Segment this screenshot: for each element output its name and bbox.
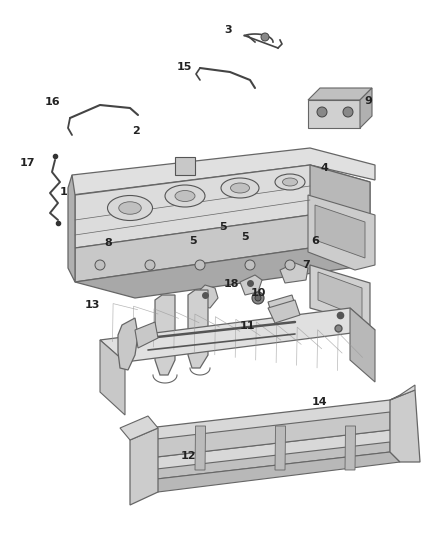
Polygon shape	[240, 275, 262, 295]
Circle shape	[195, 260, 205, 270]
Ellipse shape	[230, 183, 250, 193]
Polygon shape	[350, 308, 375, 382]
Polygon shape	[315, 205, 365, 258]
Polygon shape	[318, 272, 362, 318]
Polygon shape	[75, 165, 370, 248]
Text: 5: 5	[189, 236, 197, 246]
Text: 17: 17	[19, 158, 35, 167]
Text: 3: 3	[224, 26, 232, 35]
Circle shape	[343, 107, 353, 117]
Polygon shape	[75, 248, 370, 298]
Circle shape	[285, 260, 295, 270]
Text: 5: 5	[241, 232, 249, 242]
Polygon shape	[148, 400, 400, 440]
Text: 4: 4	[320, 163, 328, 173]
Polygon shape	[345, 426, 356, 470]
Polygon shape	[268, 300, 300, 323]
Polygon shape	[72, 148, 375, 195]
Polygon shape	[130, 428, 158, 505]
Polygon shape	[100, 340, 125, 415]
Polygon shape	[390, 385, 415, 400]
Ellipse shape	[119, 202, 141, 214]
Polygon shape	[280, 263, 308, 283]
Polygon shape	[148, 452, 400, 492]
Polygon shape	[310, 265, 370, 325]
Text: 18: 18	[223, 279, 239, 288]
Ellipse shape	[165, 185, 205, 207]
Text: 8: 8	[105, 238, 113, 247]
Polygon shape	[118, 318, 138, 370]
Circle shape	[317, 107, 327, 117]
Text: 10: 10	[251, 288, 266, 298]
Circle shape	[145, 260, 155, 270]
Text: 15: 15	[176, 62, 192, 71]
Text: 9: 9	[364, 96, 372, 106]
Polygon shape	[308, 100, 360, 128]
Text: 16: 16	[45, 98, 60, 107]
Text: 5: 5	[219, 222, 227, 231]
Ellipse shape	[275, 174, 305, 190]
Polygon shape	[148, 430, 400, 470]
Ellipse shape	[283, 178, 297, 186]
Polygon shape	[308, 195, 375, 270]
Circle shape	[95, 260, 105, 270]
Circle shape	[245, 260, 255, 270]
Text: 1: 1	[60, 187, 67, 197]
Polygon shape	[268, 295, 296, 315]
Polygon shape	[155, 295, 175, 375]
Bar	[175, 157, 195, 175]
Polygon shape	[68, 175, 75, 282]
Polygon shape	[195, 285, 218, 308]
Polygon shape	[120, 416, 158, 440]
Ellipse shape	[107, 196, 152, 221]
Polygon shape	[100, 308, 375, 362]
Circle shape	[261, 33, 269, 41]
Polygon shape	[310, 165, 370, 265]
Polygon shape	[275, 426, 286, 470]
Ellipse shape	[221, 178, 259, 198]
Polygon shape	[360, 88, 372, 128]
Text: 13: 13	[84, 300, 100, 310]
Text: 2: 2	[132, 126, 140, 135]
Polygon shape	[308, 88, 372, 100]
Text: 14: 14	[312, 398, 328, 407]
Polygon shape	[148, 442, 390, 480]
Polygon shape	[148, 412, 390, 458]
Polygon shape	[390, 390, 420, 462]
Text: 12: 12	[180, 451, 196, 461]
Polygon shape	[75, 215, 310, 282]
Polygon shape	[135, 322, 158, 348]
Text: 11: 11	[240, 321, 255, 331]
Text: 6: 6	[311, 236, 319, 246]
Ellipse shape	[175, 190, 195, 201]
Circle shape	[255, 295, 261, 301]
Polygon shape	[188, 290, 208, 368]
Polygon shape	[195, 426, 205, 470]
Circle shape	[252, 292, 264, 304]
Text: 7: 7	[303, 260, 311, 270]
